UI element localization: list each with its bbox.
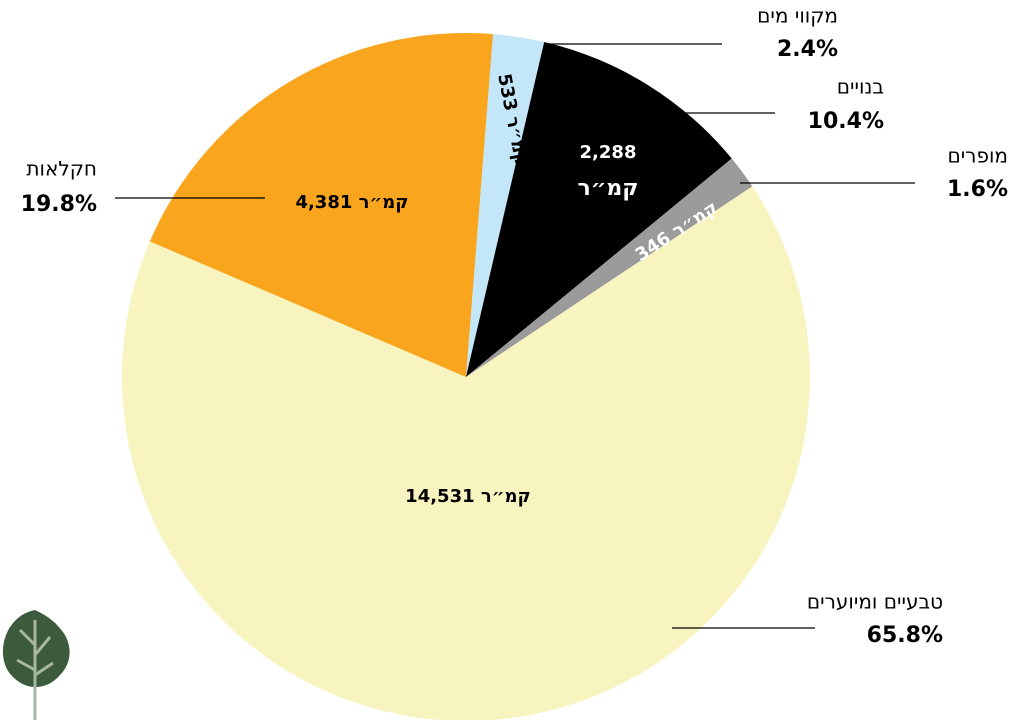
pie-slice: [466, 42, 732, 378]
percent-label: 19.8%: [21, 192, 97, 217]
pie-slice: [466, 34, 545, 378]
tree-icon: [2, 610, 70, 720]
category-label: מקווי מים: [757, 4, 838, 28]
area-label-line: 2,288: [580, 142, 637, 163]
percent-label: 2.4%: [777, 37, 838, 62]
area-label: 2,288 קמ״ר: [578, 142, 639, 201]
percent-label: 10.4%: [808, 109, 884, 134]
category-label: מופרים: [947, 144, 1008, 168]
pie-slice: [149, 33, 493, 378]
pie-slice: [122, 186, 810, 720]
percent-label: 1.6%: [947, 177, 1008, 202]
area-label-line: קמ״ר: [578, 176, 639, 201]
category-label: בנויים: [837, 75, 884, 99]
area-label: 14,531 קמ״ר: [405, 486, 531, 507]
category-label: חקלאות: [26, 157, 97, 181]
area-label: 4,381 קמ״ר: [295, 192, 408, 213]
category-label: טבעיים ומיוערים: [807, 590, 943, 614]
percent-label: 65.8%: [867, 623, 943, 648]
pie-slice: [466, 158, 753, 377]
